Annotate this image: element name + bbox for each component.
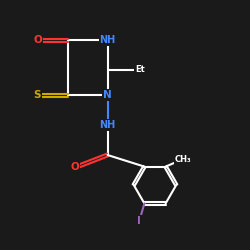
Text: O: O <box>33 35 42 45</box>
Text: Et: Et <box>135 66 145 74</box>
Text: N: N <box>103 90 112 100</box>
Text: I: I <box>138 216 141 226</box>
Text: CH₃: CH₃ <box>175 154 192 164</box>
Text: S: S <box>34 90 41 100</box>
Text: O: O <box>71 162 80 172</box>
Text: NH: NH <box>100 35 116 45</box>
Text: NH: NH <box>100 120 116 130</box>
